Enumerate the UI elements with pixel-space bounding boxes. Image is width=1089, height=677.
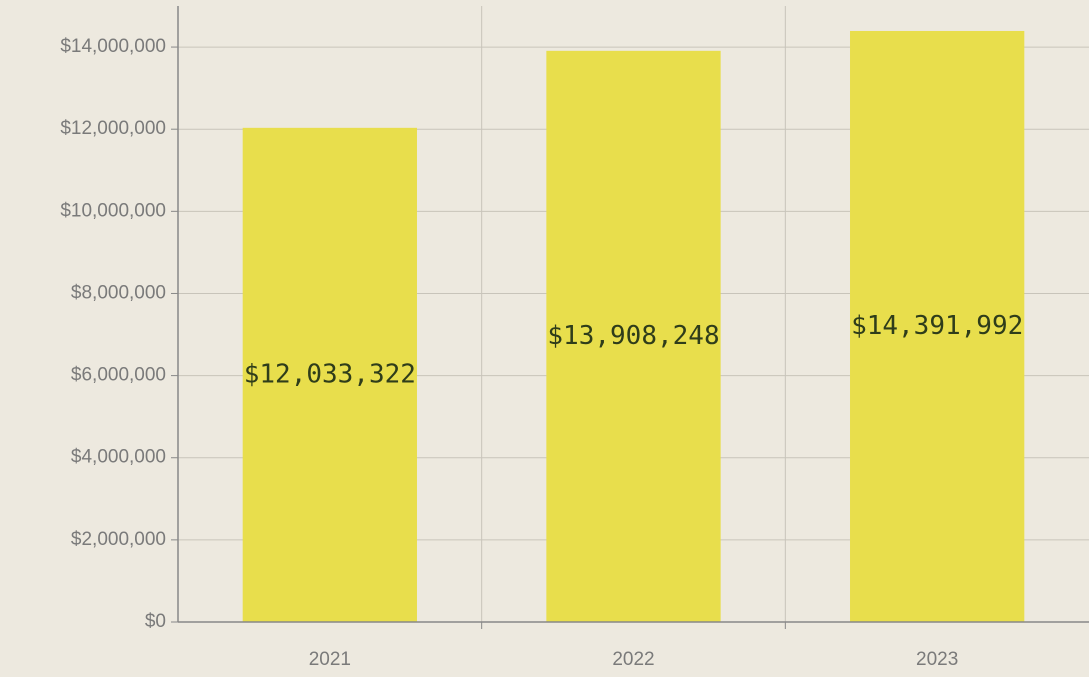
- y-tick-label: $14,000,000: [60, 36, 166, 57]
- bar: [242, 127, 417, 622]
- y-tick-label: $4,000,000: [71, 447, 166, 468]
- bar: [850, 30, 1025, 622]
- bar: [546, 50, 721, 623]
- value-label: $13,908,248: [547, 321, 719, 351]
- x-tick-label: 2021: [309, 649, 351, 670]
- y-tick-label: $6,000,000: [71, 365, 166, 386]
- value-label: $12,033,322: [244, 359, 416, 389]
- y-tick-label: $10,000,000: [60, 200, 166, 221]
- x-tick-label: 2023: [916, 649, 958, 670]
- x-tick-label: 2022: [612, 649, 654, 670]
- value-label: $14,391,992: [851, 311, 1023, 341]
- y-tick-label: $8,000,000: [71, 282, 166, 303]
- y-tick-label: $0: [145, 611, 166, 632]
- y-tick-label: $2,000,000: [71, 529, 166, 550]
- y-tick-label: $12,000,000: [60, 118, 166, 139]
